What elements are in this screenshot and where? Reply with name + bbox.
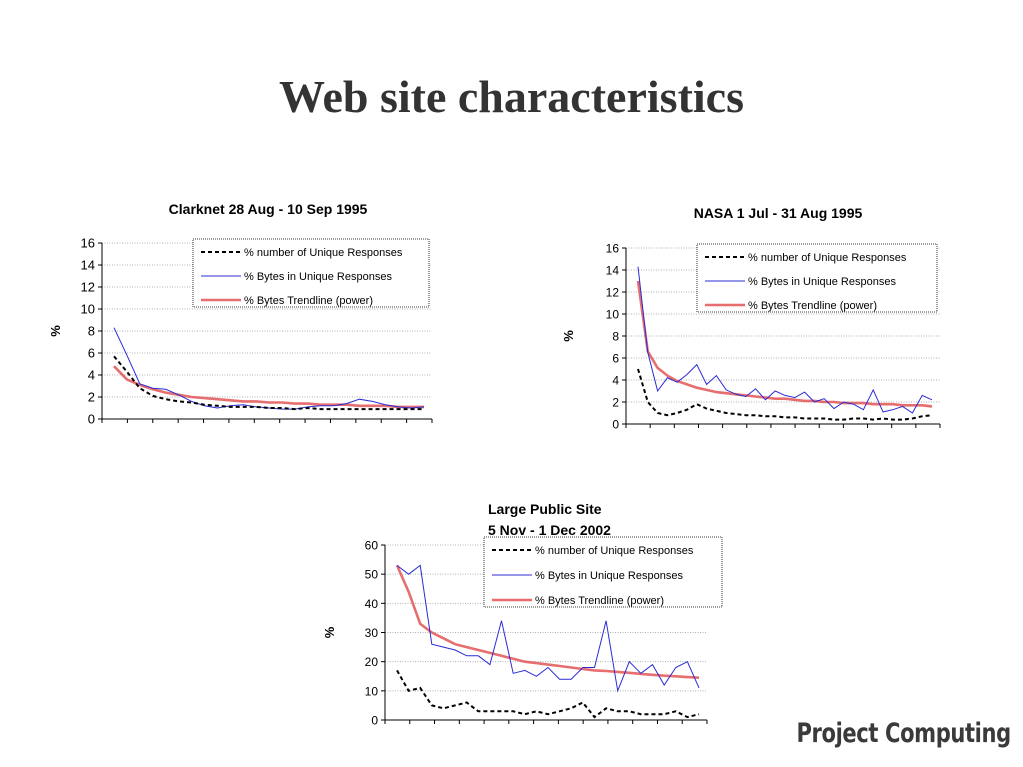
chart-subtitle: 5 Nov - 1 Dec 2002 [488,522,611,538]
chart-title: NASA 1 Jul - 31 Aug 1995 [694,205,863,221]
y-tick-label: 8 [612,330,619,344]
y-tick-label: 10 [606,308,620,322]
y-tick-label: 10 [81,302,95,317]
slide-title: Web site characteristics [279,71,744,122]
nasa-chart: NASA 1 Jul - 31 Aug 1995 0 2 4 6 8 10 12 14 16% % … [561,205,941,432]
project-computing-logo: Project Computing [796,718,1012,749]
y-tick-label: 6 [88,346,95,361]
y-tick-label: 4 [612,374,619,388]
y-tick-label: 2 [88,390,95,405]
y-tick-label: 0 [371,714,378,728]
y-tick-label: 16 [606,242,620,256]
series-trendline [113,365,424,409]
y-tick-label: 12 [606,286,620,300]
series-unique-responses [113,355,424,411]
y-tick-label: 50 [365,568,379,582]
y-tick-label: 16 [81,236,95,251]
y-tick-label: 30 [365,626,379,640]
y-tick-label: 10 [365,684,379,698]
legend-label: % number of Unique Responses [748,252,907,264]
chart-title: Clarknet 28 Aug - 10 Sep 1995 [169,201,368,217]
series-bytes-unique [637,266,933,414]
legend-box [483,536,723,608]
legend-box [696,243,938,313]
legend-label: % number of Unique Responses [244,247,403,259]
y-tick-label: 14 [606,264,620,278]
legend-label: % Bytes Trendline (power) [244,295,373,307]
y-axis-label: % [322,626,337,638]
legend-label: % number of Unique Responses [535,545,694,557]
series-bytes-unique [113,327,425,410]
y-tick-label: 6 [612,352,619,366]
series-trendline [395,564,700,679]
y-tick-label: 4 [88,368,95,383]
y-tick-label: 14 [81,258,95,273]
legend-label: % Bytes Trendline (power) [535,595,664,607]
y-tick-label: 20 [365,655,379,669]
y-axis-label: % [48,325,63,337]
y-tick-label: 8 [88,324,95,339]
legend-label: % Bytes in Unique Responses [244,271,392,283]
y-tick-label: 60 [365,539,379,553]
legend-label: % Bytes in Unique Responses [748,276,896,288]
y-tick-label: 2 [612,396,619,410]
y-tick-label: 0 [612,418,619,432]
y-tick-label: 12 [81,280,95,295]
y-tick-label: 0 [88,412,95,427]
series-bytes-unique [396,564,700,693]
legend-box [192,238,430,308]
large-public-site-chart: Large Public Site 5 Nov - 1 Dec 2002 0 10 20… [322,501,723,728]
legend-label: % Bytes in Unique Responses [535,570,683,582]
series-trendline [636,280,933,408]
series-unique-responses [637,368,933,421]
series-unique-responses [396,669,700,719]
y-axis-label: % [561,330,576,342]
chart-title: Large Public Site [488,501,602,517]
y-tick-label: 40 [365,597,379,611]
legend-label: % Bytes Trendline (power) [748,300,877,312]
clarknet-chart: Clarknet 28 Aug - 10 Sep 1995 0 2 4 6 8 10 12 14… [48,201,433,427]
